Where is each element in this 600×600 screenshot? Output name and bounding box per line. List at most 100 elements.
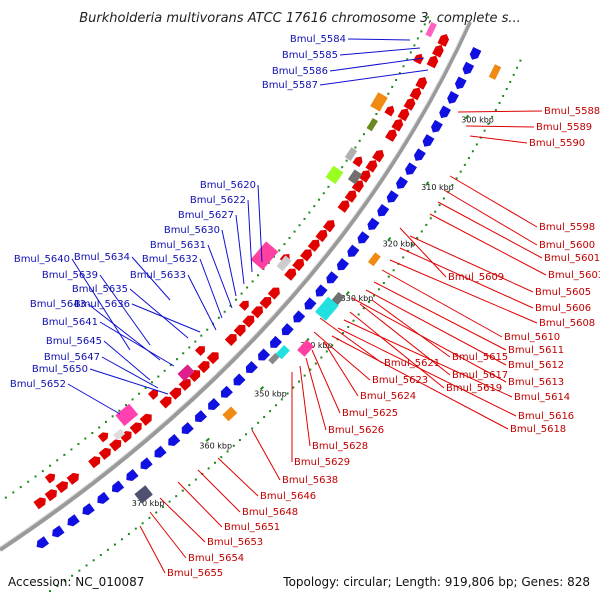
gene-label[interactable]: Bmul_5601 <box>544 253 600 264</box>
gc-dot <box>298 380 301 383</box>
gene-label[interactable]: Bmul_5589 <box>536 122 592 133</box>
gc-dot <box>494 108 497 111</box>
gene-label[interactable]: Bmul_5617 <box>452 370 508 381</box>
gene-label[interactable]: Bmul_5654 <box>188 553 244 564</box>
gene-label[interactable]: Bmul_5625 <box>342 408 398 419</box>
gene-label[interactable]: Bmul_5653 <box>207 537 263 548</box>
label-leader-line <box>429 213 547 276</box>
gc-dot <box>245 433 248 436</box>
gene-label[interactable]: Bmul_5585 <box>282 50 338 61</box>
forward-gene-arrow <box>52 525 65 538</box>
kbp-tick-label: 310 kbp <box>421 183 454 192</box>
gene-label[interactable]: Bmul_5652 <box>10 379 66 390</box>
gene-label[interactable]: Bmul_5600 <box>539 240 595 251</box>
gene-label[interactable]: Bmul_5636 <box>74 299 130 310</box>
gene-label[interactable]: Bmul_5628 <box>312 441 368 452</box>
gene-label[interactable]: Bmul_5603 <box>548 270 600 281</box>
gene-label[interactable]: Bmul_5635 <box>72 284 128 295</box>
gene-label[interactable]: Bmul_5619 <box>446 383 502 394</box>
gene-label[interactable]: Bmul_5634 <box>74 252 130 263</box>
gene-label[interactable]: Bmul_5623 <box>372 375 428 386</box>
gene-label[interactable]: Bmul_5611 <box>508 345 564 356</box>
gene-label[interactable]: Bmul_5590 <box>529 138 585 149</box>
gc-dot <box>148 516 151 519</box>
forward-gene-arrow <box>67 514 80 527</box>
label-leader-line <box>131 256 171 301</box>
label-leader-line <box>217 457 259 497</box>
gene-label[interactable]: Bmul_5616 <box>518 411 574 422</box>
gc-dot <box>309 368 312 371</box>
gc-dot <box>420 230 423 233</box>
gene-label[interactable]: Bmul_5640 <box>14 254 70 265</box>
gc-dot <box>406 58 409 61</box>
gene-label[interactable]: Bmul_5588 <box>544 106 600 117</box>
gene-label[interactable]: Bmul_5605 <box>535 287 591 298</box>
label-leader-line <box>67 383 121 415</box>
gene-label[interactable]: Bmul_5622 <box>190 195 246 206</box>
gc-dot <box>509 80 512 83</box>
gc-dot <box>246 286 249 289</box>
gene-label[interactable]: Bmul_5620 <box>200 180 256 191</box>
gene-label[interactable]: Bmul_5624 <box>360 391 416 402</box>
gene-label[interactable]: Bmul_5586 <box>272 66 328 77</box>
gene-label[interactable]: Bmul_5608 <box>539 318 595 329</box>
gene-label[interactable]: Bmul_5598 <box>539 222 595 233</box>
colored-gene-block <box>366 117 378 132</box>
gene-label[interactable]: Bmul_5651 <box>224 522 280 533</box>
gc-dot <box>98 426 101 429</box>
label-leader-line <box>103 340 151 381</box>
gene-label[interactable]: Bmul_5613 <box>508 377 564 388</box>
forward-gene-arrow <box>233 373 246 386</box>
gene-label[interactable]: Bmul_5626 <box>328 425 384 436</box>
gene-label[interactable]: Bmul_5621 <box>384 358 440 369</box>
gc-dot <box>206 328 209 331</box>
gene-label[interactable]: Bmul_5648 <box>242 507 298 518</box>
gene-label[interactable]: Bmul_5655 <box>167 568 223 579</box>
gene-label[interactable]: Bmul_5638 <box>282 475 338 486</box>
colored-gene-block <box>275 344 290 360</box>
label-leader-line <box>149 511 187 559</box>
gc-dot <box>181 489 184 492</box>
gc-dot <box>113 543 116 546</box>
label-leader-line <box>399 227 447 278</box>
kbp-tick-label: 370 kbp <box>132 499 165 508</box>
gene-label[interactable]: Bmul_5641 <box>42 317 98 328</box>
reverse-gene-arrow <box>365 160 378 173</box>
gene-label[interactable]: Bmul_5629 <box>294 457 350 468</box>
gc-dot <box>27 480 30 483</box>
gene-label[interactable]: Bmul_5612 <box>508 360 564 371</box>
gene-label[interactable]: Bmul_5606 <box>535 303 591 314</box>
forward-gene-arrow <box>367 217 380 231</box>
gene-label[interactable]: Bmul_5643 <box>30 299 86 310</box>
gc-dot <box>325 350 328 353</box>
gene-label[interactable]: Bmul_5584 <box>290 34 346 45</box>
gene-label[interactable]: Bmul_5615 <box>452 352 508 363</box>
reverse-gene-arrow <box>224 333 237 346</box>
gene-label[interactable]: Bmul_5614 <box>514 392 570 403</box>
gene-label[interactable]: Bmul_5618 <box>510 424 566 435</box>
gene-label[interactable]: Bmul_5647 <box>44 352 100 363</box>
colored-gene-block <box>115 403 139 427</box>
forward-gene-arrow <box>315 284 328 297</box>
gc-dot <box>512 73 515 76</box>
gene-label[interactable]: Bmul_5646 <box>260 491 316 502</box>
gc-dot <box>251 280 254 283</box>
gc-dot <box>298 224 301 227</box>
gene-label[interactable]: Bmul_5639 <box>42 270 98 281</box>
gene-label[interactable]: Bmul_5632 <box>142 254 198 265</box>
gene-label[interactable]: Bmul_5610 <box>504 332 560 343</box>
colored-gene-block <box>425 21 437 38</box>
gene-label[interactable]: Bmul_5587 <box>262 80 318 91</box>
gene-label[interactable]: Bmul_5650 <box>32 364 88 375</box>
gene-label[interactable]: Bmul_5630 <box>164 225 220 236</box>
forward-gene-arrow <box>111 480 125 493</box>
gene-label[interactable]: Bmul_5645 <box>46 336 102 347</box>
gene-label[interactable]: Bmul_5609 <box>448 272 504 283</box>
label-leader-line <box>177 481 223 528</box>
gc-dot <box>354 146 357 149</box>
gc-dot <box>19 486 22 489</box>
gene-label[interactable]: Bmul_5633 <box>130 270 186 281</box>
gene-label[interactable]: Bmul_5631 <box>150 240 206 251</box>
gene-label[interactable]: Bmul_5627 <box>178 210 234 221</box>
kbp-tick-label: 360 kbp <box>199 442 232 451</box>
